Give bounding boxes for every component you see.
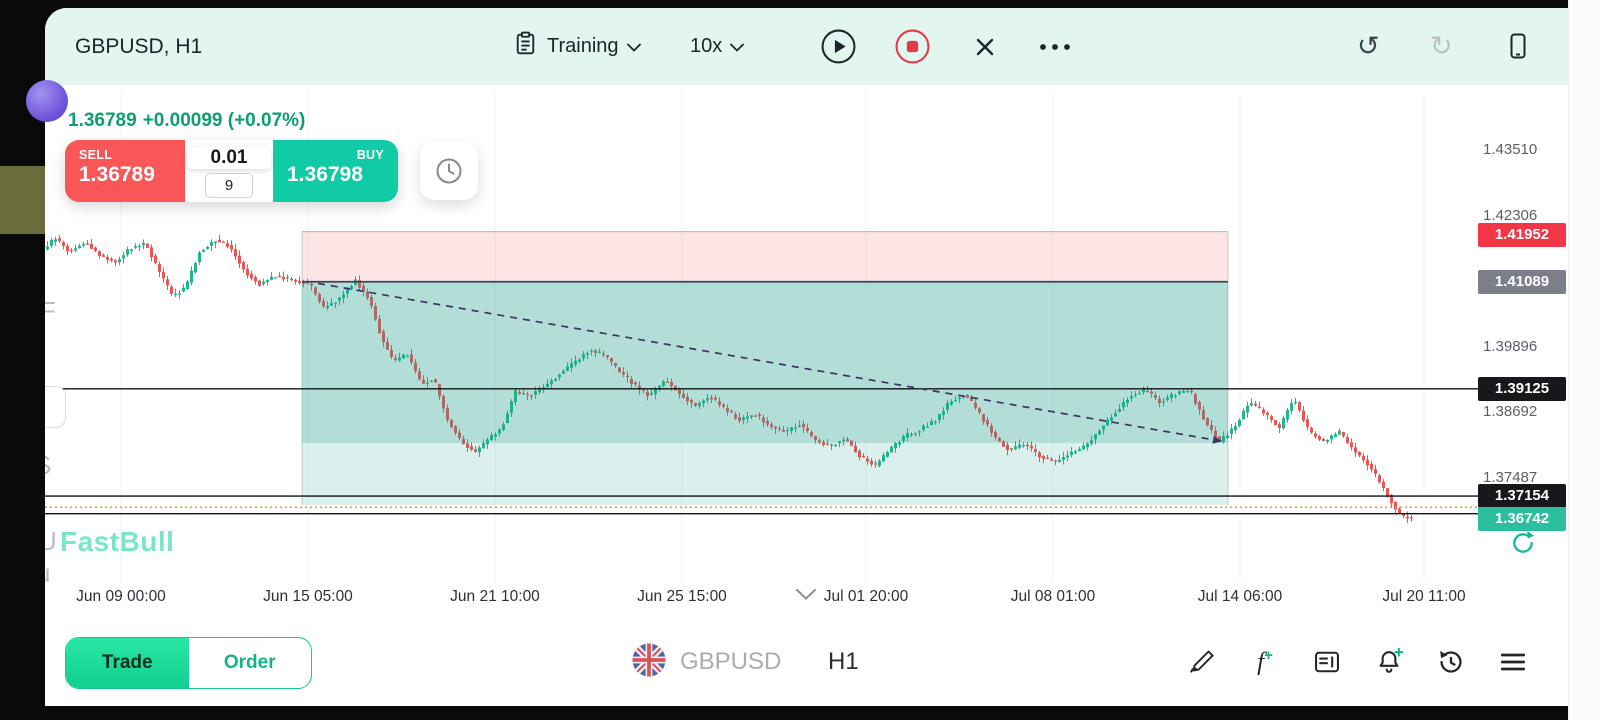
sell-price: 1.36789 [79, 163, 155, 186]
bell-plus-icon [1379, 647, 1404, 673]
buy-label: BUY [356, 148, 384, 162]
indicators-button[interactable]: f+ [1248, 645, 1282, 679]
redo-button[interactable]: ↻ [1430, 8, 1453, 85]
background-artifact [0, 166, 45, 234]
mode-label: Training [547, 35, 619, 57]
chart-refresh-button[interactable] [1508, 528, 1538, 558]
timeframe-selector[interactable]: H1 [828, 648, 859, 675]
fx-plus-icon: f+ [1257, 647, 1273, 676]
redo-icon: ↻ [1430, 31, 1453, 61]
leverage-dropdown[interactable]: 10x [690, 8, 745, 85]
order-tab[interactable]: Order [223, 652, 276, 673]
sell-button[interactable]: SELL 1.36789 [65, 140, 185, 202]
close-button[interactable] [970, 32, 1000, 62]
pencil-icon [1190, 650, 1214, 673]
spread-value: 9 [205, 173, 253, 198]
clipboard-icon [512, 30, 539, 63]
mode-dropdown[interactable]: Training [512, 8, 641, 85]
ellipsis-icon [1040, 44, 1070, 50]
bottom-toolbar-icons: f+ [1186, 645, 1530, 679]
lot-spread-column: 0.01 9 [185, 140, 273, 202]
symbol-title: GBPUSD, H1 [75, 35, 203, 58]
quote-change: +0.00099 (+0.07%) [142, 110, 306, 131]
alerts-button[interactable] [1372, 645, 1406, 679]
replay-button[interactable] [1434, 645, 1468, 679]
chevron-down-icon [730, 35, 745, 58]
trade-tab[interactable]: Trade [66, 638, 189, 688]
device-button[interactable] [1503, 31, 1533, 61]
stop-icon [895, 29, 930, 64]
buy-button[interactable]: BUY 1.36798 [273, 140, 398, 202]
panel-button[interactable] [1310, 645, 1344, 679]
clock-icon [436, 158, 462, 184]
candlestick-chart[interactable] [45, 85, 1568, 615]
drawing-tools-button[interactable] [1186, 645, 1220, 679]
menu-button[interactable] [1496, 645, 1530, 679]
play-icon [821, 29, 856, 64]
avatar[interactable] [26, 80, 68, 122]
order-panel: SELL 1.36789 0.01 9 BUY 1.36798 [65, 140, 398, 202]
uk-flag-icon [632, 643, 666, 682]
play-button[interactable] [820, 28, 857, 65]
history-icon [1440, 650, 1462, 673]
symbol-label: GBPUSD [680, 648, 782, 675]
more-button[interactable] [1036, 41, 1074, 53]
trade-order-switch: Trade Order [65, 637, 312, 689]
chevron-down-icon [626, 35, 641, 58]
chart-header: GBPUSD, H1 Training 10x [45, 8, 1568, 85]
undo-button[interactable]: ↺ [1357, 8, 1380, 85]
buy-price: 1.36798 [287, 163, 363, 186]
chevron-down-icon[interactable] [795, 588, 817, 601]
leverage-label: 10x [690, 35, 723, 57]
undo-icon: ↺ [1357, 31, 1380, 61]
refresh-icon [1513, 531, 1535, 553]
pending-order-button[interactable] [420, 142, 478, 200]
quote-price: 1.36789 [68, 110, 137, 131]
brand-watermark: FastBull [60, 526, 175, 557]
sell-label: SELL [79, 148, 113, 162]
panel-icon [1315, 651, 1339, 673]
right-gutter [1568, 0, 1600, 720]
close-icon [976, 38, 994, 56]
quote-line: 1.36789 +0.00099 (+0.07%) [68, 110, 311, 132]
chart-card [45, 8, 1568, 706]
hamburger-icon [1500, 653, 1526, 671]
lot-size-value[interactable]: 0.01 [187, 147, 271, 169]
symbol-selector[interactable]: GBPUSD [632, 640, 781, 684]
phone-icon [1510, 33, 1526, 59]
stop-button[interactable] [894, 28, 931, 65]
